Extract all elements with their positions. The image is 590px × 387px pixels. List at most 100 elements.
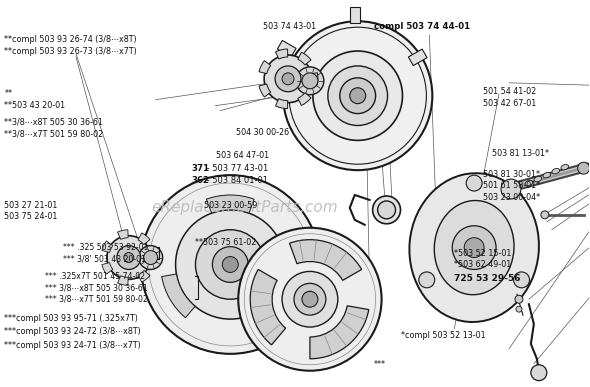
Text: *503 52 15-01: *503 52 15-01 bbox=[454, 248, 511, 258]
Text: 501 61 58-01*: 501 61 58-01* bbox=[483, 182, 540, 190]
Ellipse shape bbox=[525, 180, 533, 186]
Text: **: ** bbox=[4, 89, 12, 98]
Text: 362: 362 bbox=[191, 176, 209, 185]
Wedge shape bbox=[162, 274, 195, 318]
Bar bbox=[350, 7, 360, 23]
Wedge shape bbox=[266, 274, 299, 318]
Circle shape bbox=[328, 66, 388, 125]
Wedge shape bbox=[206, 195, 254, 213]
Text: 503 23 00-04*: 503 23 00-04* bbox=[483, 193, 540, 202]
Circle shape bbox=[264, 55, 312, 103]
Text: 503 64 47-01: 503 64 47-01 bbox=[216, 151, 269, 159]
Text: **3/8⋯x7T 501 59 80-02: **3/8⋯x7T 501 59 80-02 bbox=[4, 129, 104, 139]
Ellipse shape bbox=[543, 173, 550, 178]
Text: 503 27 21-01: 503 27 21-01 bbox=[4, 200, 58, 209]
Text: eReplacementParts.com: eReplacementParts.com bbox=[151, 200, 337, 216]
Circle shape bbox=[514, 272, 529, 288]
Wedge shape bbox=[117, 276, 128, 285]
Circle shape bbox=[283, 21, 432, 170]
Text: 503 75 24-01: 503 75 24-01 bbox=[4, 212, 58, 221]
Text: - 503 84 01-01: - 503 84 01-01 bbox=[204, 176, 268, 185]
Text: 504 30 00-26: 504 30 00-26 bbox=[236, 128, 290, 137]
Circle shape bbox=[294, 283, 326, 315]
Text: **503 43 20-01: **503 43 20-01 bbox=[4, 101, 65, 110]
Circle shape bbox=[541, 211, 549, 219]
Ellipse shape bbox=[534, 176, 542, 182]
Circle shape bbox=[302, 291, 318, 307]
Wedge shape bbox=[309, 73, 318, 85]
Text: 503 74 43-01: 503 74 43-01 bbox=[263, 22, 316, 31]
Circle shape bbox=[282, 73, 294, 85]
Bar bbox=[408, 49, 427, 65]
Circle shape bbox=[464, 238, 484, 257]
Ellipse shape bbox=[378, 201, 395, 219]
Circle shape bbox=[516, 306, 522, 312]
Wedge shape bbox=[250, 269, 286, 345]
Circle shape bbox=[144, 251, 158, 264]
Circle shape bbox=[124, 253, 134, 262]
Circle shape bbox=[117, 246, 141, 269]
Wedge shape bbox=[276, 99, 288, 109]
Text: ***compl 503 93 95-71 (.325x7T): ***compl 503 93 95-71 (.325x7T) bbox=[4, 314, 138, 323]
Text: 371: 371 bbox=[191, 164, 209, 173]
Text: *** .325x7T 501 45 74-02: *** .325x7T 501 45 74-02 bbox=[45, 272, 145, 281]
Text: - 503 77 43-01: - 503 77 43-01 bbox=[204, 164, 268, 173]
Circle shape bbox=[578, 162, 589, 174]
Text: **3/8⋯x8T 505 30 36-61: **3/8⋯x8T 505 30 36-61 bbox=[4, 118, 103, 127]
Wedge shape bbox=[138, 233, 150, 245]
Wedge shape bbox=[298, 93, 311, 106]
Circle shape bbox=[501, 179, 521, 199]
Text: ***: *** bbox=[374, 360, 386, 369]
Circle shape bbox=[515, 295, 523, 303]
Circle shape bbox=[313, 51, 402, 140]
Circle shape bbox=[302, 73, 318, 89]
Wedge shape bbox=[310, 306, 369, 359]
Text: 503 23 00-59: 503 23 00-59 bbox=[204, 200, 257, 209]
Text: 503 81 30-01*: 503 81 30-01* bbox=[483, 170, 540, 179]
Wedge shape bbox=[138, 271, 150, 282]
Circle shape bbox=[282, 271, 338, 327]
Circle shape bbox=[340, 78, 376, 113]
Bar bbox=[277, 41, 296, 57]
Text: *503 62 49-01: *503 62 49-01 bbox=[454, 260, 511, 269]
Circle shape bbox=[275, 66, 301, 92]
Text: *** 3/8⋯x8T 505 30 36-61: *** 3/8⋯x8T 505 30 36-61 bbox=[45, 283, 148, 292]
Circle shape bbox=[466, 175, 482, 191]
Wedge shape bbox=[148, 252, 157, 263]
Text: compl 503 74 44-01: compl 503 74 44-01 bbox=[374, 22, 470, 31]
Circle shape bbox=[107, 236, 150, 279]
Circle shape bbox=[195, 230, 265, 299]
Text: *** .325 503 53 92-01: *** .325 503 53 92-01 bbox=[63, 243, 149, 252]
Circle shape bbox=[419, 272, 435, 288]
Wedge shape bbox=[290, 240, 362, 280]
Wedge shape bbox=[102, 241, 113, 252]
Text: 503 42 67-01: 503 42 67-01 bbox=[483, 99, 536, 108]
Wedge shape bbox=[102, 263, 113, 274]
Text: **compl 503 93 26-74 (3/8⋯x8T): **compl 503 93 26-74 (3/8⋯x8T) bbox=[4, 35, 137, 44]
Circle shape bbox=[453, 226, 496, 269]
Text: *** 3/8⋯x7T 501 59 80-02: *** 3/8⋯x7T 501 59 80-02 bbox=[45, 295, 148, 304]
Text: **compl 503 93 26-73 (3/8⋯x7T): **compl 503 93 26-73 (3/8⋯x7T) bbox=[4, 47, 137, 56]
Ellipse shape bbox=[409, 173, 539, 322]
Circle shape bbox=[296, 67, 324, 95]
Wedge shape bbox=[259, 84, 271, 97]
Text: 725 53 29-56: 725 53 29-56 bbox=[454, 274, 520, 283]
Circle shape bbox=[141, 175, 320, 354]
Wedge shape bbox=[276, 49, 288, 59]
Circle shape bbox=[222, 257, 238, 272]
Circle shape bbox=[176, 210, 285, 319]
Ellipse shape bbox=[561, 164, 569, 170]
Text: ***compl 503 93 24-71 (3/8⋯x7T): ***compl 503 93 24-71 (3/8⋯x7T) bbox=[4, 341, 141, 350]
Text: *compl 503 52 13-01: *compl 503 52 13-01 bbox=[401, 331, 486, 340]
Circle shape bbox=[531, 365, 547, 381]
Text: *** 3/8' 503 43 20-01: *** 3/8' 503 43 20-01 bbox=[63, 254, 146, 263]
Text: 503 81 13-01*: 503 81 13-01* bbox=[491, 149, 549, 158]
Ellipse shape bbox=[434, 200, 514, 295]
Wedge shape bbox=[298, 52, 311, 65]
Wedge shape bbox=[117, 230, 128, 240]
Text: **503 75 61-02: **503 75 61-02 bbox=[195, 238, 257, 247]
Text: ***compl 503 93 24-72 (3/8⋯x8T): ***compl 503 93 24-72 (3/8⋯x8T) bbox=[4, 327, 141, 336]
Ellipse shape bbox=[552, 168, 559, 174]
Circle shape bbox=[350, 88, 366, 104]
Circle shape bbox=[238, 228, 382, 371]
